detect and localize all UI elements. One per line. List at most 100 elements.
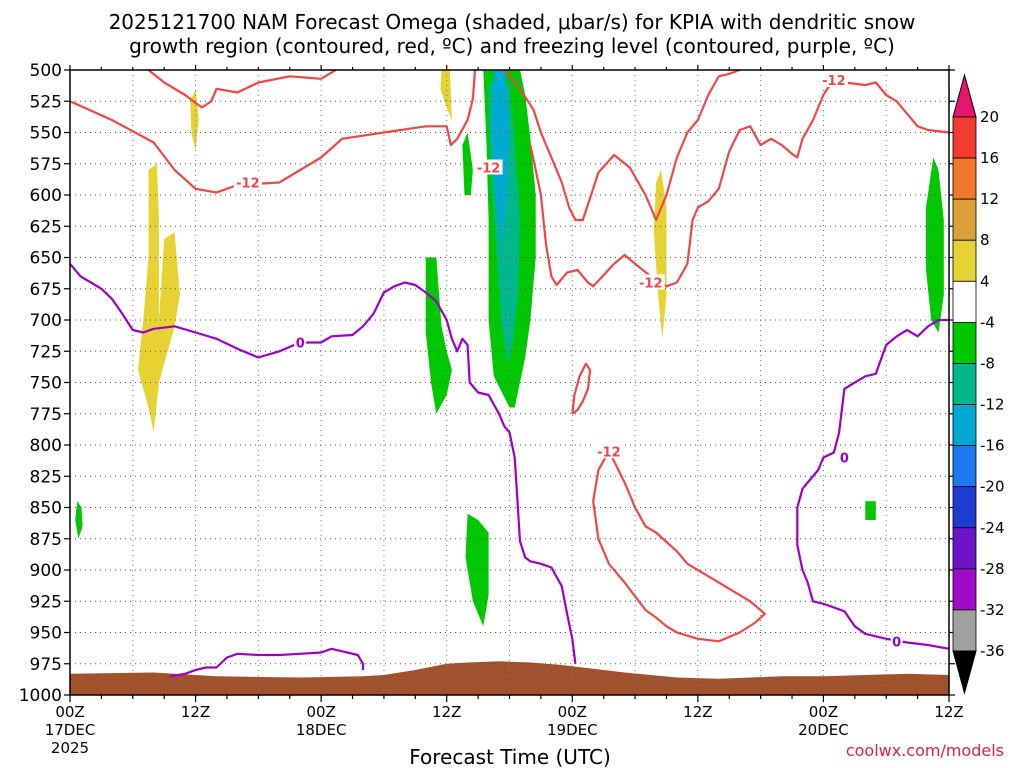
colorbar-swatch [952,198,977,241]
grid-lines [70,70,949,695]
colorbar: 20 16 12 8 4 -4 -8 -12 -16 -20 -24 -28 -32 -36 [952,73,1005,695]
y-tick-label: 650 [30,249,62,269]
x-tick-label: 18DEC [296,721,347,739]
x-tick-label: 00Z [558,703,587,721]
y-tick-label: 750 [30,374,62,394]
y-tick-label: 525 [30,92,62,112]
y-tick-label: 600 [30,186,62,206]
contour-label: -12 [477,162,501,177]
y-tick-label: 875 [30,530,62,550]
y-tick-label: 500 [30,61,62,81]
x-tick-label: 12Z [683,703,712,721]
freezing-0C-b [169,647,365,678]
colorbar-tick-label: -28 [980,560,1005,578]
omega-yellow-1 [138,163,180,433]
colorbar-swatch [952,239,977,282]
contour-label-bg [474,159,503,175]
y-tick-label: 725 [30,342,62,362]
colorbar-tick-label: 16 [980,149,999,167]
colorbar-swatch [952,568,977,611]
colorbar-tick-label: 20 [980,108,999,126]
colorbar-swatch [952,116,977,159]
x-tick-label: 12Z [181,703,210,721]
colorbar-swatch [952,486,977,529]
omega-yellow-3 [440,70,452,120]
colorbar-swatch [952,404,977,447]
contour-label-bg [838,449,851,465]
x-tick-label: 00Z [809,703,838,721]
omega-shading-layer [70,70,949,695]
contour-label: 0 [892,635,901,650]
colorbar-tick-label: -20 [980,478,1005,496]
terrain [70,661,949,695]
y-tick-label: 825 [30,467,62,487]
contour-label-layer: -12 -12 -12 -12 -12 0 0 0 [233,72,903,650]
colorbar-swatch [952,527,977,570]
colorbar-tick-label: 12 [980,190,999,208]
pressure-axis: 500 525 550 575 600 625 650 675 700 725 750 775 800 8… [19,61,955,706]
dendritic-12C-f [592,450,766,643]
colorbar-tick-label: -8 [980,354,995,372]
colorbar-tick-label: -36 [980,642,1005,660]
dendritic-12C-e [571,362,592,415]
dendritic-12C-a [69,69,477,194]
colorbar-tick-label: -16 [980,437,1005,455]
contour-label: -12 [597,445,621,460]
colorbar-tick-label: -24 [980,519,1005,537]
y-tick-label: 800 [30,436,62,456]
x-tick-label: 20DEC [798,721,849,739]
colorbar-swatch [952,280,977,323]
colorbar-tick-label: -4 [980,313,995,331]
site-credit-link[interactable]: coolwx.com/models [846,741,1004,760]
contour-label-bg [594,443,623,459]
x-tick-label: 00Z [55,703,84,721]
omega-green-7 [865,501,876,520]
y-tick-label: 575 [30,155,62,175]
contour-label: -12 [639,277,663,292]
colorbar-swatch [952,445,977,488]
omega-green-2 [462,132,473,195]
contour-layer [69,68,950,678]
x-tick-label: 17DEC [45,721,96,739]
y-tick-label: 850 [30,499,62,519]
omega-green-4 [465,513,489,627]
contour-label: 0 [840,452,849,467]
y-tick-label: 975 [30,655,62,675]
colorbar-tick-label: -12 [980,396,1005,414]
chart-title-line-2: growth region (contoured, red, ºC) and f… [129,34,895,58]
chart-title-line-1: 2025121700 NAM Forecast Omega (shaded, μ… [109,10,916,34]
colorbar-tick-label: 8 [980,231,990,249]
x-tick-label: 2025 [51,739,89,757]
dendritic-12C-d [529,77,950,288]
omega-yellow-4 [653,170,667,339]
contour-label-bg [819,72,848,87]
y-tick-label: 950 [30,624,62,644]
contour-label-bg [636,274,665,290]
freezing-0C-c [796,318,950,650]
contour-label-bg [890,633,903,649]
omega-cyan [491,70,509,245]
colorbar-tick-label: 4 [980,272,990,290]
contour-label: 0 [296,337,305,352]
colorbar-top-arrow [952,73,977,118]
contour-label-bg [294,334,307,350]
x-tick-label: 12Z [432,703,461,721]
x-tick-label: 00Z [306,703,335,721]
y-tick-label: 1000 [19,686,62,706]
y-tick-label: 675 [30,280,62,300]
colorbar-swatch [952,363,977,405]
colorbar-bottom-arrow [952,650,977,695]
contour-label: -12 [822,74,846,89]
colorbar-swatch [952,157,977,200]
dendritic-12C-b [147,69,337,109]
colorbar-swatch [952,609,977,652]
y-tick-label: 775 [30,405,62,425]
x-tick-label: 12Z [934,703,963,721]
freezing-0C-a [69,263,577,664]
y-tick-label: 700 [30,311,62,331]
y-tick-label: 925 [30,592,62,612]
omega-green-5 [75,501,83,539]
y-tick-label: 900 [30,561,62,581]
